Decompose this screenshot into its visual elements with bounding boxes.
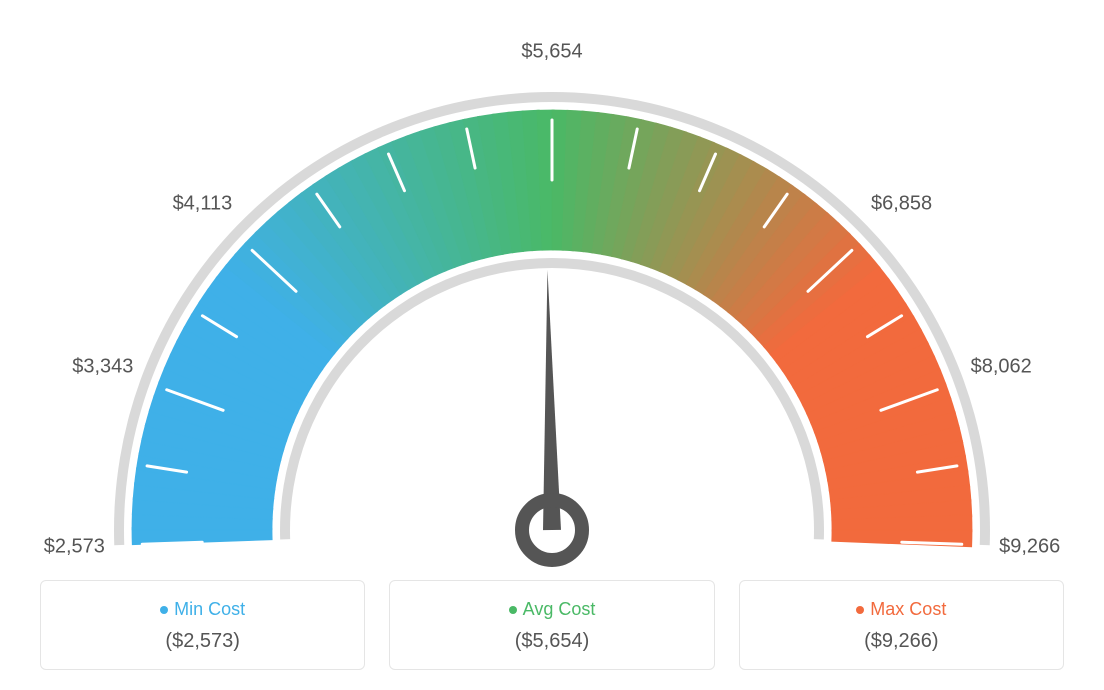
- avg-cost-card: Avg Cost ($5,654): [389, 580, 714, 670]
- min-cost-card: Min Cost ($2,573): [40, 580, 365, 670]
- min-dot-icon: [160, 606, 168, 614]
- chart-container: $2,573 $3,343 $4,113 $5,654 $6,858 $8,062 $9,2…: [0, 0, 1104, 690]
- gauge-tick-label: $2,573: [44, 535, 105, 558]
- avg-cost-value: ($5,654): [400, 630, 703, 653]
- avg-dot-icon: [509, 606, 517, 614]
- max-cost-label: Max Cost: [870, 599, 946, 619]
- avg-cost-label: Avg Cost: [523, 599, 596, 619]
- max-dot-icon: [856, 606, 864, 614]
- gauge-tick-label: $9,266: [999, 535, 1060, 558]
- max-cost-value: ($9,266): [750, 630, 1053, 653]
- max-cost-card: Max Cost ($9,266): [739, 580, 1064, 670]
- gauge-chart: $2,573 $3,343 $4,113 $5,654 $6,858 $8,062 $9,2…: [0, 0, 1104, 570]
- min-cost-label: Min Cost: [174, 599, 245, 619]
- gauge-tick-label: $8,062: [971, 355, 1032, 378]
- gauge-svg: [0, 0, 1104, 570]
- summary-cards: Min Cost ($2,573) Avg Cost ($5,654) Max …: [40, 580, 1064, 670]
- gauge-tick-label: $4,113: [173, 193, 233, 216]
- min-cost-title: Min Cost: [51, 599, 354, 620]
- gauge-tick-label: $5,654: [521, 41, 582, 64]
- gauge-tick-label: $6,858: [871, 193, 932, 216]
- max-cost-title: Max Cost: [750, 599, 1053, 620]
- gauge-tick-label: $3,343: [72, 355, 133, 378]
- avg-cost-title: Avg Cost: [400, 599, 703, 620]
- min-cost-value: ($2,573): [51, 630, 354, 653]
